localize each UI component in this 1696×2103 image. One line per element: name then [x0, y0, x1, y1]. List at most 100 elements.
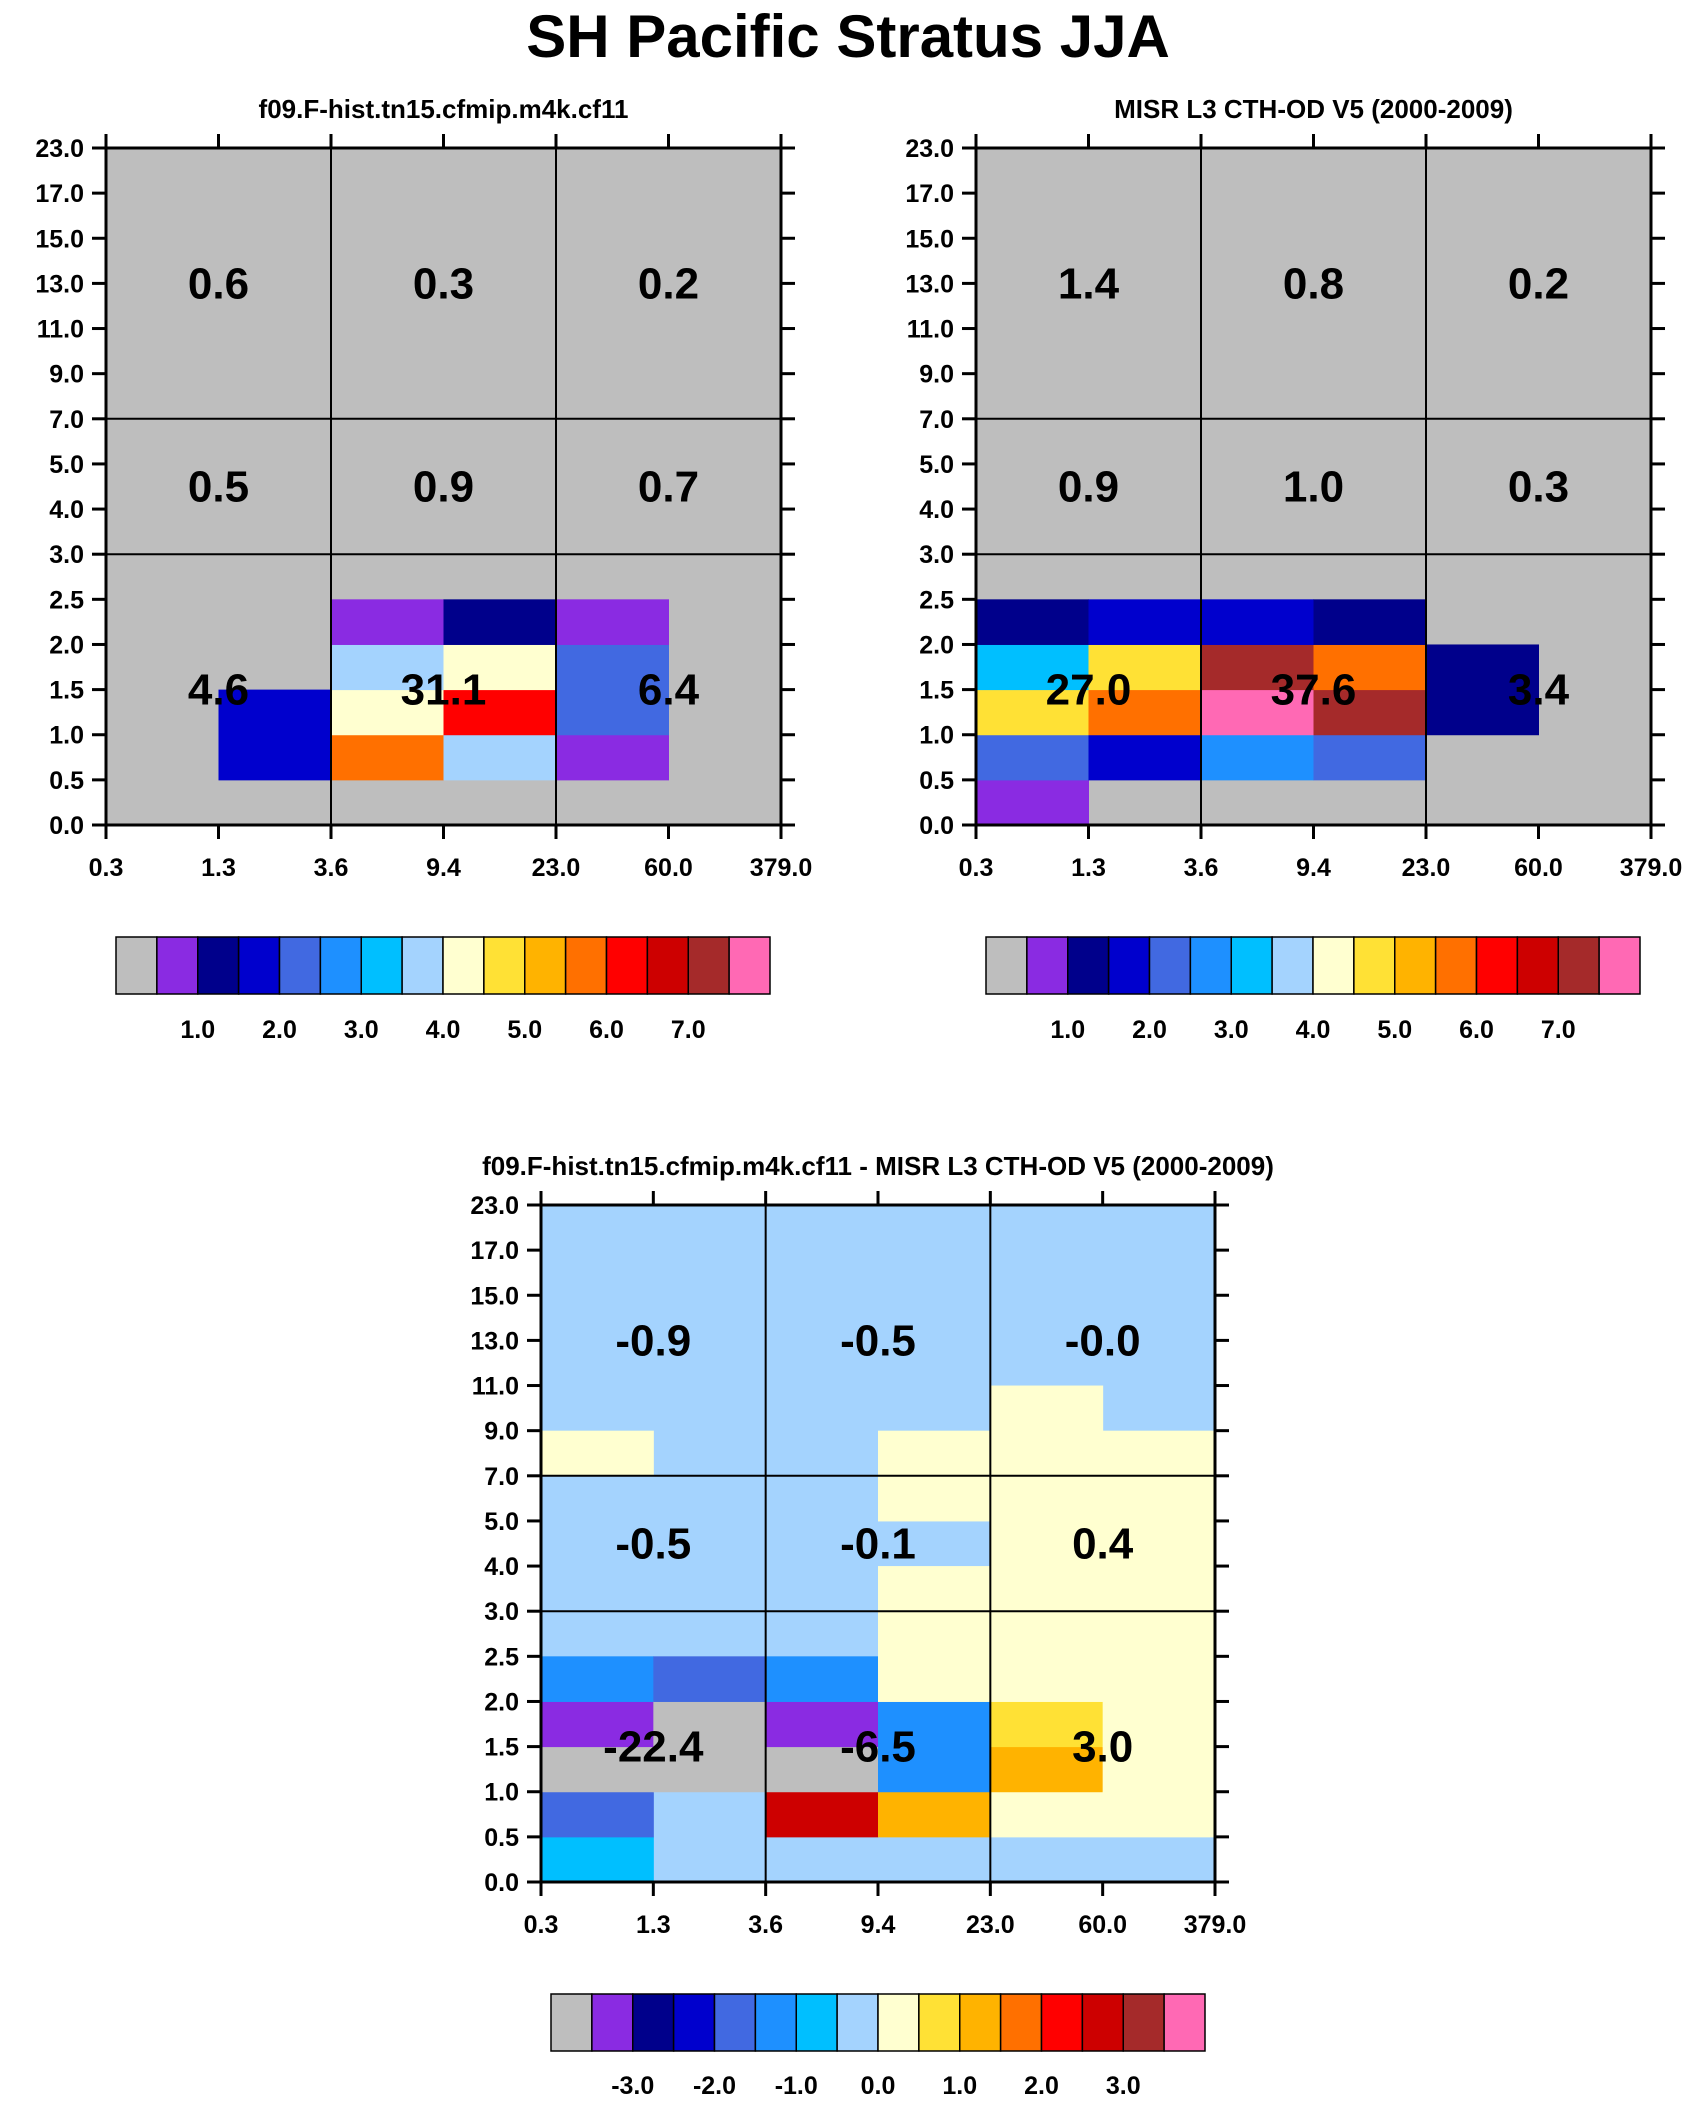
group-value-label: 0.3 — [1508, 463, 1569, 512]
colorbar-swatch — [1189, 936, 1232, 995]
heatmap-cell — [1313, 599, 1427, 645]
colorbar-label: -1.0 — [775, 2072, 818, 2100]
y-tick-label: 0.0 — [484, 1869, 519, 1897]
group-value-label: 31.1 — [401, 666, 487, 715]
heatmap-cell — [990, 1520, 1104, 1567]
colorbar-swatch — [1230, 936, 1273, 995]
colorbar-swatch — [754, 1993, 797, 2052]
y-tick-label: 3.0 — [484, 1598, 519, 1626]
heatmap-cell — [878, 1475, 991, 1522]
colorbar-swatch — [1107, 936, 1151, 995]
heatmap-cell — [1088, 734, 1202, 781]
heatmap-cell — [653, 1746, 767, 1793]
y-tick-label: 15.0 — [35, 225, 84, 253]
colorbar-swatch — [672, 1993, 716, 2052]
x-tick-label: 3.6 — [1184, 854, 1219, 882]
y-tick-label: 0.0 — [919, 812, 954, 840]
colorbar-swatch — [836, 1993, 879, 2052]
heatmap-cell — [765, 1746, 879, 1793]
group-value-label: -0.1 — [840, 1520, 916, 1569]
colorbar-swatch — [524, 936, 567, 995]
heatmap-cell — [990, 1385, 1104, 1432]
y-tick-label: 2.0 — [49, 631, 84, 659]
colorbar-label: -2.0 — [693, 2072, 736, 2100]
panel-title: f09.F-hist.tn15.cfmip.m4k.cf11 - MISR L3… — [482, 1151, 1274, 1181]
heatmap-cell — [1102, 1746, 1216, 1793]
heatmap-cell — [541, 1836, 654, 1883]
colorbar-label: 3.0 — [1214, 1016, 1249, 1044]
heatmap-cell — [976, 599, 1089, 645]
y-tick-label: 15.0 — [905, 225, 954, 253]
y-tick-label: 3.0 — [919, 541, 954, 569]
y-tick-label: 1.0 — [919, 722, 954, 750]
colorbar-swatch — [687, 936, 730, 995]
x-tick-label: 1.3 — [636, 1911, 671, 1939]
y-tick-label: 11.0 — [472, 1373, 519, 1401]
colorbar-swatch — [1081, 1993, 1124, 2052]
colorbar-label: 6.0 — [589, 1016, 624, 1044]
x-tick-label: 60.0 — [644, 854, 693, 882]
colorbar-swatch — [918, 1993, 961, 2052]
x-tick-label: 23.0 — [1402, 854, 1451, 882]
heatmap-cell — [443, 734, 557, 781]
colorbar-swatch — [632, 1993, 675, 2052]
colorbar-swatch — [795, 1993, 838, 2052]
heatmap-cell — [878, 1656, 991, 1702]
colorbar-label: 1.0 — [942, 2072, 977, 2100]
heatmap-cell — [1102, 1520, 1216, 1567]
group-value-label: 27.0 — [1046, 666, 1132, 715]
y-tick-label: 1.0 — [484, 1779, 519, 1807]
heatmap-cell — [443, 689, 557, 736]
heatmap-cell — [1201, 644, 1314, 691]
x-tick-label: 1.3 — [1071, 854, 1106, 882]
heatmap-cell — [1426, 689, 1539, 736]
heatmap-cell — [1102, 1701, 1216, 1748]
x-tick-label: 9.4 — [1296, 854, 1331, 882]
colorbar-label: 2.0 — [1132, 1016, 1167, 1044]
y-tick-label: 13.0 — [470, 1327, 519, 1355]
heatmap-cell — [1102, 1611, 1216, 1657]
heatmap-cell — [990, 1566, 1104, 1612]
y-tick-label: 7.0 — [49, 406, 84, 434]
group-value-label: 0.2 — [1508, 259, 1569, 308]
heatmap-cell — [878, 1430, 991, 1477]
colorbar-swatch — [713, 1993, 757, 2052]
heatmap-cell — [1313, 644, 1427, 691]
group-value-label: 0.5 — [188, 463, 249, 512]
heatmap-cell — [990, 1701, 1104, 1748]
heatmap-cell — [1201, 689, 1314, 736]
y-tick-label: 1.5 — [484, 1734, 519, 1762]
y-tick-label: 2.5 — [919, 586, 954, 614]
heatmap-cell — [1426, 644, 1539, 691]
heatmap-cell — [556, 644, 669, 691]
heatmap-cell — [990, 1430, 1104, 1477]
y-tick-label: 2.0 — [919, 631, 954, 659]
x-tick-label: 379.0 — [1620, 854, 1683, 882]
y-tick-label: 0.5 — [919, 767, 954, 795]
y-tick-label: 0.0 — [49, 812, 84, 840]
y-tick-label: 4.0 — [484, 1553, 519, 1581]
x-tick-label: 379.0 — [750, 854, 813, 882]
heatmap-cell — [331, 734, 444, 781]
heatmap-cell — [990, 1475, 1104, 1522]
y-tick-label: 7.0 — [484, 1463, 519, 1491]
heatmap-cell — [541, 1430, 654, 1477]
heatmap-cell — [1313, 689, 1427, 736]
heatmap-cell — [1313, 734, 1427, 781]
heatmap-cell — [976, 644, 1089, 691]
colorbar-swatch — [1122, 1993, 1165, 2052]
heatmap-cell — [765, 1701, 879, 1748]
group-value-label: 6.4 — [638, 666, 700, 715]
heatmap-cell — [1102, 1656, 1216, 1702]
colorbar-swatch — [1475, 936, 1519, 995]
y-tick-label: 2.5 — [49, 586, 84, 614]
group-value-label: 1.0 — [1283, 463, 1344, 512]
panel-title: MISR L3 CTH-OD V5 (2000-2009) — [1114, 94, 1513, 124]
y-tick-label: 11.0 — [37, 316, 84, 344]
panel-title: f09.F-hist.tn15.cfmip.m4k.cf11 — [259, 94, 629, 124]
heatmap-cell — [765, 1656, 879, 1702]
heatmap-cell — [541, 1791, 654, 1838]
heatmap-cell — [1201, 599, 1314, 645]
